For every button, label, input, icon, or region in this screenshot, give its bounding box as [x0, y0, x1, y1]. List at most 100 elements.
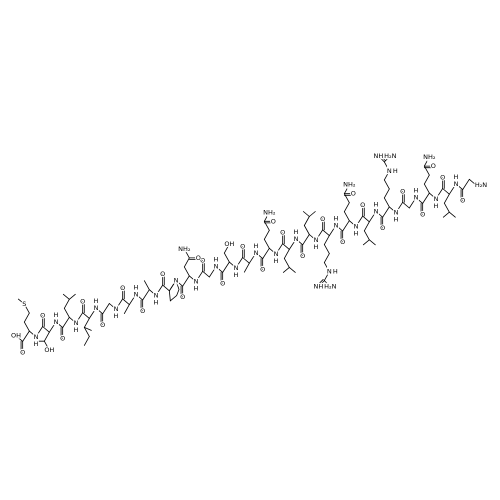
atom-label: N — [134, 290, 139, 298]
atom-label: H — [434, 202, 439, 210]
atom-label: H — [374, 201, 379, 209]
bond — [383, 161, 390, 172]
bond — [155, 284, 164, 296]
bond — [23, 303, 30, 314]
bond — [62, 316, 70, 329]
bond — [442, 188, 450, 195]
bond — [123, 304, 130, 315]
atom-label: O — [400, 187, 405, 195]
atom-label: NH₂ — [343, 181, 356, 189]
atom-label: H — [393, 167, 398, 175]
bond — [402, 201, 410, 209]
bond — [408, 197, 417, 209]
atom-label: O — [20, 348, 25, 356]
bond — [323, 253, 330, 264]
bond — [135, 293, 144, 301]
bond — [188, 275, 197, 283]
atom-label: H — [274, 257, 279, 265]
bond — [263, 229, 270, 240]
bond — [35, 326, 44, 338]
bond — [182, 275, 190, 287]
atom-label: N — [327, 268, 332, 276]
atom-label: N — [154, 291, 159, 299]
atom-label: N — [374, 208, 379, 216]
atom-label: H — [394, 216, 399, 224]
bond — [28, 330, 37, 338]
bond — [63, 307, 70, 318]
bond — [122, 298, 130, 306]
atom-label: O — [20, 348, 25, 356]
bond — [62, 293, 70, 300]
atom-label: N — [254, 249, 259, 257]
bond — [288, 266, 296, 273]
atom-label: N — [387, 167, 392, 175]
atom-label: N — [114, 305, 119, 313]
bond — [195, 270, 204, 283]
bond — [255, 252, 264, 260]
bond — [443, 193, 450, 204]
bond — [162, 284, 170, 292]
bond — [423, 156, 430, 167]
bond — [388, 206, 397, 214]
atom-label: H₂N — [384, 152, 396, 160]
bond — [422, 192, 430, 204]
atom-label: NH₂ — [423, 153, 436, 161]
atom-label: N — [194, 278, 199, 286]
bond — [108, 303, 117, 310]
bond — [82, 312, 90, 319]
bond — [88, 307, 97, 319]
atom-label: OH — [11, 332, 21, 340]
bond — [268, 247, 277, 255]
atom-label: N — [74, 319, 79, 327]
atom-label: O — [120, 284, 125, 292]
bond — [43, 331, 50, 342]
bond — [323, 244, 330, 255]
atom-label: H — [154, 298, 159, 306]
atom-label: N — [94, 304, 99, 312]
bond — [348, 220, 357, 227]
ring — [168, 280, 180, 302]
bond — [355, 215, 364, 227]
bond — [342, 220, 350, 232]
bond — [242, 257, 250, 264]
atom-label: O — [160, 270, 165, 278]
atom-label: O — [40, 312, 45, 320]
atom-label: O — [280, 229, 285, 237]
atom-label: H — [74, 326, 79, 334]
bond — [48, 321, 57, 333]
atom-label: NH₂ — [178, 245, 191, 253]
atom-label: H — [54, 311, 59, 319]
bond — [328, 224, 337, 237]
bond — [377, 155, 385, 163]
bond — [288, 238, 297, 250]
bond — [423, 183, 430, 194]
atom-label: H — [334, 214, 339, 222]
bond — [83, 317, 90, 328]
bond — [223, 243, 230, 254]
bond — [362, 215, 370, 223]
atom-label: N — [214, 263, 219, 271]
atom-label: O — [431, 162, 436, 170]
bond — [75, 312, 84, 324]
bond — [248, 252, 257, 264]
bond — [435, 188, 444, 200]
atom-label: OH — [44, 346, 54, 354]
bond — [43, 340, 50, 351]
bond — [317, 280, 325, 288]
atom-label: O — [340, 238, 345, 246]
bond — [102, 303, 110, 315]
bond — [15, 335, 24, 342]
bond — [343, 202, 350, 213]
bond — [83, 326, 90, 337]
bond — [368, 239, 376, 246]
bond — [183, 266, 190, 277]
atom-label: H — [414, 187, 419, 195]
atom-label: N — [174, 277, 179, 285]
atom-label: H — [194, 285, 199, 293]
bond — [428, 192, 437, 200]
bonds — [15, 154, 477, 353]
bond — [303, 216, 310, 226]
atom-label: H — [234, 271, 239, 279]
bond — [68, 293, 76, 300]
atom-label: O — [460, 197, 465, 205]
